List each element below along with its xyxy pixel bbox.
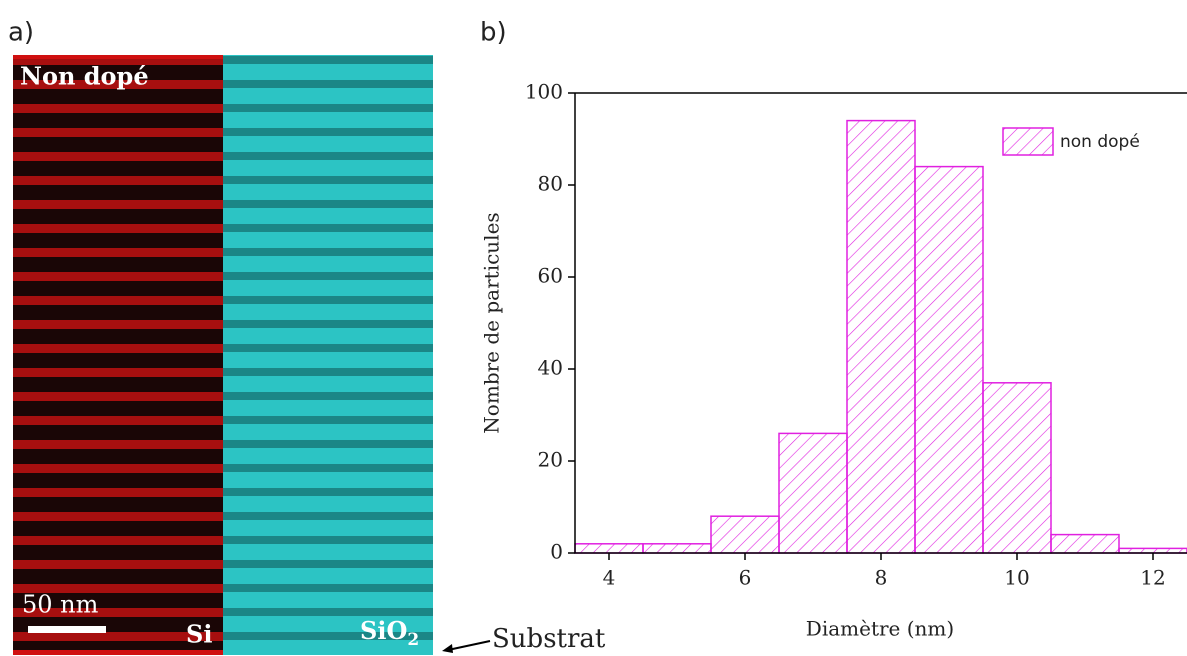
y-tick-label: 100 <box>525 80 563 104</box>
panel-title: Non dopé <box>20 62 149 91</box>
legend-swatch <box>1002 127 1054 156</box>
scale-bar-label: 50 nm <box>22 591 99 619</box>
y-tick-label: 40 <box>538 356 563 380</box>
bar <box>914 165 984 554</box>
y-tick-label: 20 <box>538 448 563 472</box>
y-tick-label: 0 <box>550 540 563 564</box>
x-tick-label: 12 <box>1140 566 1165 590</box>
bar <box>642 543 712 554</box>
y-tick-label: 60 <box>538 264 563 288</box>
y-tick-label: 80 <box>538 172 563 196</box>
element-label: SiO2 <box>360 616 419 650</box>
plot: 0 20 40 60 80 100 4 6 8 10 12 non dopé <box>525 80 1187 590</box>
element-sub: 2 <box>407 630 419 650</box>
si-map <box>13 55 223 655</box>
substrate-label: Substrat <box>492 624 606 654</box>
x-tick-label: 10 <box>1004 566 1029 590</box>
edge <box>13 55 223 59</box>
sio2-map <box>223 55 433 655</box>
panel-label: b) <box>480 18 507 48</box>
bar <box>778 432 848 554</box>
bar <box>982 382 1052 554</box>
bar <box>574 543 644 554</box>
arrow-head <box>442 644 453 653</box>
arrow <box>447 640 491 651</box>
x-tick-label: 6 <box>739 566 752 590</box>
element-base: SiO <box>360 616 407 645</box>
bar <box>846 119 916 554</box>
y-axis-label: Nombre de particules <box>480 212 504 433</box>
panel-label: a) <box>8 18 34 48</box>
x-axis-label: Diamètre (nm) <box>806 617 954 641</box>
legend-label: non dopé <box>1060 132 1140 152</box>
bar <box>710 515 780 554</box>
x-tick-label: 8 <box>875 566 888 590</box>
bar <box>1050 533 1120 554</box>
element-label: Si <box>186 620 212 649</box>
x-tick-label: 4 <box>603 566 616 590</box>
edge <box>13 650 223 655</box>
scale-bar <box>28 626 106 633</box>
